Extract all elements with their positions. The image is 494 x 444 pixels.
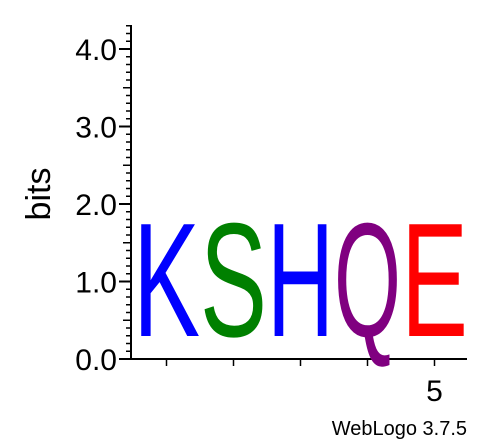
logo-letter-s: S [200,189,267,371]
x-tick-label: 5 [426,375,443,408]
y-axis: 0.0 1.0 2.0 3.0 4.0 [75,25,132,377]
weblogo-credit: WebLogo 3.7.5 [332,418,467,440]
y-tick-label: 0.0 [75,344,117,377]
logo-letter-q: Q [334,189,401,371]
x-axis: 5 [131,358,467,408]
logo-letter-h: H [267,190,334,372]
y-tick-label: 2.0 [75,189,117,222]
y-axis-label: bits [20,168,58,221]
y-tick-label: 3.0 [75,112,117,145]
y-tick-label: 1.0 [75,267,117,300]
logo-letter-k: K [133,189,200,371]
y-tick-label: 4.0 [75,34,117,67]
logo-letter-e: E [401,189,468,371]
